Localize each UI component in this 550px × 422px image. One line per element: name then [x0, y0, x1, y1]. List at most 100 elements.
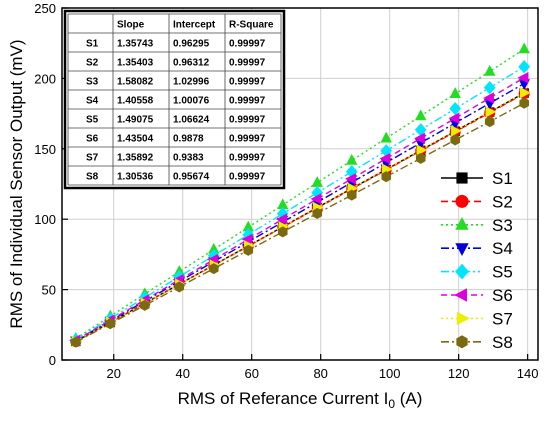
legend-marker — [455, 243, 469, 256]
table-cell: 0.99997 — [229, 58, 266, 69]
data-point — [448, 112, 460, 124]
table-cell: 0.96295 — [173, 39, 210, 50]
x-axis-label-main: RMS of Referance Current I — [178, 389, 389, 408]
series-line — [75, 102, 525, 343]
table-cell: 1.35743 — [117, 39, 154, 50]
x-tick-label: 140 — [517, 366, 539, 381]
plot-frame — [61, 7, 539, 361]
data-point — [518, 42, 530, 54]
table-cell: 0.99997 — [229, 134, 266, 145]
data-point — [414, 132, 425, 145]
data-point — [139, 299, 150, 311]
table-cell: 0.99997 — [229, 39, 266, 50]
table-cell: S3 — [86, 77, 99, 88]
x-tick-label: 100 — [379, 366, 401, 381]
data-point — [310, 193, 322, 205]
data-point — [380, 131, 392, 143]
legend-label: S1 — [492, 169, 513, 188]
legend-label: S8 — [492, 333, 513, 352]
x-tick-label: 60 — [244, 366, 258, 381]
x-tick-label: 80 — [313, 366, 327, 381]
data-point — [519, 87, 531, 99]
legend-item-s6: S6 — [441, 286, 513, 305]
series-line — [75, 77, 525, 342]
table-cell: 0.9878 — [173, 134, 204, 145]
table-cell: 0.99997 — [229, 96, 266, 107]
y-axis-label: RMS of Individual Sensor Output (mV) — [7, 39, 26, 328]
y-tick-label: 200 — [34, 71, 56, 86]
x-tick-label: 120 — [448, 366, 470, 381]
data-point — [484, 116, 495, 128]
legend-item-s7: S7 — [441, 309, 513, 328]
data-point — [70, 336, 81, 348]
table-cell: 0.99997 — [229, 115, 266, 126]
y-tick-label: 0 — [49, 353, 56, 368]
legend-item-s2: S2 — [441, 192, 513, 211]
y-tick-label: 250 — [34, 1, 56, 16]
data-point — [416, 144, 428, 156]
table-cell: S4 — [86, 96, 99, 107]
table-cell: 0.99997 — [229, 77, 266, 88]
table-header-cell: Slope — [117, 20, 145, 31]
legend-marker — [456, 335, 468, 349]
table-cell: 0.96312 — [173, 58, 210, 69]
x-axis-label-unit: (A) — [395, 389, 422, 408]
series-line — [75, 66, 525, 341]
data-point — [346, 153, 358, 165]
table-cell: 0.95674 — [173, 172, 210, 183]
data-point — [105, 318, 116, 330]
data-point — [208, 263, 219, 275]
legend-marker — [456, 172, 468, 184]
legend-item-s1: S1 — [441, 169, 513, 188]
data-point — [277, 226, 288, 238]
table-cell: S6 — [86, 134, 99, 145]
y-tick-label: 150 — [34, 142, 56, 157]
table-cell: 1.35403 — [117, 58, 154, 69]
series-line — [75, 82, 525, 342]
table-cell: 1.43504 — [117, 134, 154, 145]
table-cell: 1.49075 — [117, 115, 154, 126]
series-line — [75, 92, 525, 343]
table-cell: 1.00076 — [173, 96, 210, 107]
data-point — [450, 134, 461, 146]
data-point — [483, 80, 496, 95]
legend-marker — [454, 288, 467, 302]
legend-item-s4: S4 — [441, 239, 513, 258]
legend-marker — [455, 194, 469, 208]
legend-item-s3: S3 — [441, 216, 513, 235]
table-cell: S2 — [86, 58, 99, 69]
legend-marker — [457, 311, 470, 326]
table-cell: S1 — [86, 39, 99, 50]
data-point — [518, 60, 531, 74]
legend-item-s8: S8 — [441, 333, 513, 352]
data-point — [483, 92, 494, 104]
series-layer — [69, 42, 531, 348]
legend: S1 S2 S3 S4 S5 S6 S7 S8 — [441, 169, 513, 352]
data-point — [243, 244, 254, 256]
legend-label: S4 — [492, 239, 513, 258]
x-axis-label-subscript: 0 — [388, 397, 395, 411]
data-point — [276, 213, 287, 225]
legend-marker — [455, 263, 469, 280]
data-point — [449, 87, 461, 98]
table-cell: 1.30536 — [117, 172, 154, 183]
table-frame — [63, 9, 286, 190]
legend-label: S5 — [492, 263, 513, 282]
series-line — [75, 48, 525, 340]
y-tick-label: 100 — [34, 212, 56, 227]
inset-table: Slope Intercept R-Square S1 1.35743 0.96295 0.… — [63, 9, 286, 190]
y-tick-label: 50 — [42, 283, 56, 298]
data-point — [346, 189, 357, 201]
data-point — [345, 173, 356, 185]
table-cell: S5 — [86, 115, 99, 126]
data-point — [485, 106, 497, 118]
table-cell: 0.9383 — [173, 153, 204, 164]
table-cell: 1.58082 — [117, 77, 154, 88]
x-tick-label: 40 — [175, 366, 189, 381]
table-header-cell: Intercept — [173, 20, 216, 31]
table-cell: 1.40558 — [117, 96, 154, 107]
data-point — [519, 97, 530, 109]
table-cell: 1.02996 — [173, 77, 210, 88]
